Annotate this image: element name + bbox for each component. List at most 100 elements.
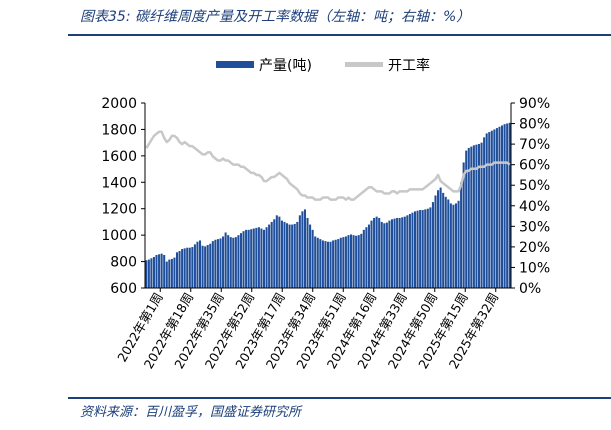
- bar: [273, 219, 276, 288]
- bar: [439, 187, 442, 288]
- left-tick-label: 1000: [101, 228, 137, 244]
- bar: [424, 209, 427, 289]
- bar: [309, 224, 312, 288]
- bar: [357, 235, 360, 288]
- bar: [196, 241, 199, 288]
- bar: [193, 244, 196, 288]
- bar: [352, 235, 355, 288]
- bar: [247, 229, 250, 288]
- bar: [385, 222, 388, 288]
- bar: [506, 123, 509, 288]
- bar: [431, 202, 434, 288]
- bar: [155, 254, 158, 288]
- bar: [232, 237, 235, 288]
- bar: [437, 190, 440, 288]
- bar: [398, 217, 401, 288]
- bar: [170, 258, 173, 288]
- bar: [434, 195, 437, 288]
- legend-swatch-utilization: [345, 62, 383, 67]
- right-tick-label: 50%: [519, 178, 550, 194]
- bar: [283, 221, 286, 288]
- right-tick-label: 80%: [519, 117, 550, 133]
- bar: [408, 214, 411, 288]
- bar: [303, 209, 306, 289]
- bar: [209, 243, 212, 288]
- bar: [444, 196, 447, 288]
- left-tick-label: 2000: [101, 96, 137, 112]
- bar: [291, 224, 294, 288]
- bar: [160, 253, 163, 288]
- bar: [186, 247, 189, 288]
- bar: [286, 223, 289, 288]
- bar: [470, 146, 473, 288]
- bar: [296, 221, 299, 288]
- bar: [503, 124, 506, 288]
- right-tick-label: 30%: [519, 219, 550, 235]
- bar: [239, 233, 243, 288]
- bar: [329, 241, 332, 288]
- bar: [293, 223, 296, 288]
- bar: [252, 228, 255, 288]
- left-tick-label: 600: [110, 281, 137, 297]
- bar: [275, 215, 278, 288]
- bar: [370, 220, 373, 288]
- bar: [380, 221, 383, 288]
- bar: [183, 248, 186, 288]
- bar: [206, 245, 209, 288]
- bar: [204, 246, 207, 289]
- bar: [234, 237, 237, 289]
- source-note: 资料来源：百川盈孚，国盛证券研究所: [80, 405, 302, 420]
- bar: [321, 240, 324, 288]
- bar: [188, 247, 191, 288]
- bar: [326, 241, 330, 288]
- bar: [360, 233, 363, 288]
- bar: [278, 216, 281, 288]
- bar: [457, 200, 460, 288]
- bar: [175, 252, 179, 288]
- bar: [421, 210, 424, 288]
- bar: [255, 227, 258, 289]
- bar: [367, 224, 370, 288]
- bar: [452, 204, 455, 288]
- bar: [319, 239, 322, 288]
- bar: [201, 245, 204, 288]
- bar: [165, 261, 168, 288]
- bar: [150, 258, 153, 288]
- bottom-rule: [68, 397, 611, 399]
- right-tick-label: 70%: [519, 137, 550, 153]
- bar: [339, 237, 342, 288]
- bar: [222, 236, 225, 288]
- bar: [465, 150, 468, 288]
- right-tick-label: 10%: [519, 260, 550, 276]
- bar: [298, 215, 301, 288]
- bar: [508, 122, 511, 288]
- bar: [224, 232, 227, 288]
- bar: [406, 215, 409, 288]
- bar: [191, 247, 194, 288]
- right-tick-label: 0%: [519, 281, 541, 297]
- left-tick-label: 1400: [101, 175, 137, 191]
- bar: [168, 259, 171, 288]
- bar: [388, 220, 391, 288]
- bar: [147, 259, 150, 288]
- legend-swatch-output: [216, 61, 254, 68]
- bar: [347, 235, 350, 288]
- bar: [301, 211, 304, 288]
- bar: [173, 257, 176, 288]
- bar: [401, 217, 404, 288]
- left-tick-label: 1600: [101, 149, 137, 165]
- bar: [490, 130, 493, 288]
- bar: [152, 256, 155, 288]
- bar: [488, 132, 491, 288]
- bar: [411, 212, 414, 288]
- bar: [426, 208, 429, 288]
- bar: [242, 231, 245, 288]
- bar: [477, 143, 481, 288]
- bar: [306, 217, 309, 288]
- bar: [485, 133, 488, 288]
- axes: 2000 1800 1600 1400 1200 1000 800 600 90% 80% 70% 6…: [101, 96, 550, 371]
- right-tick-label: 20%: [519, 240, 550, 256]
- bar: [396, 217, 399, 288]
- line-series: [145, 130, 511, 201]
